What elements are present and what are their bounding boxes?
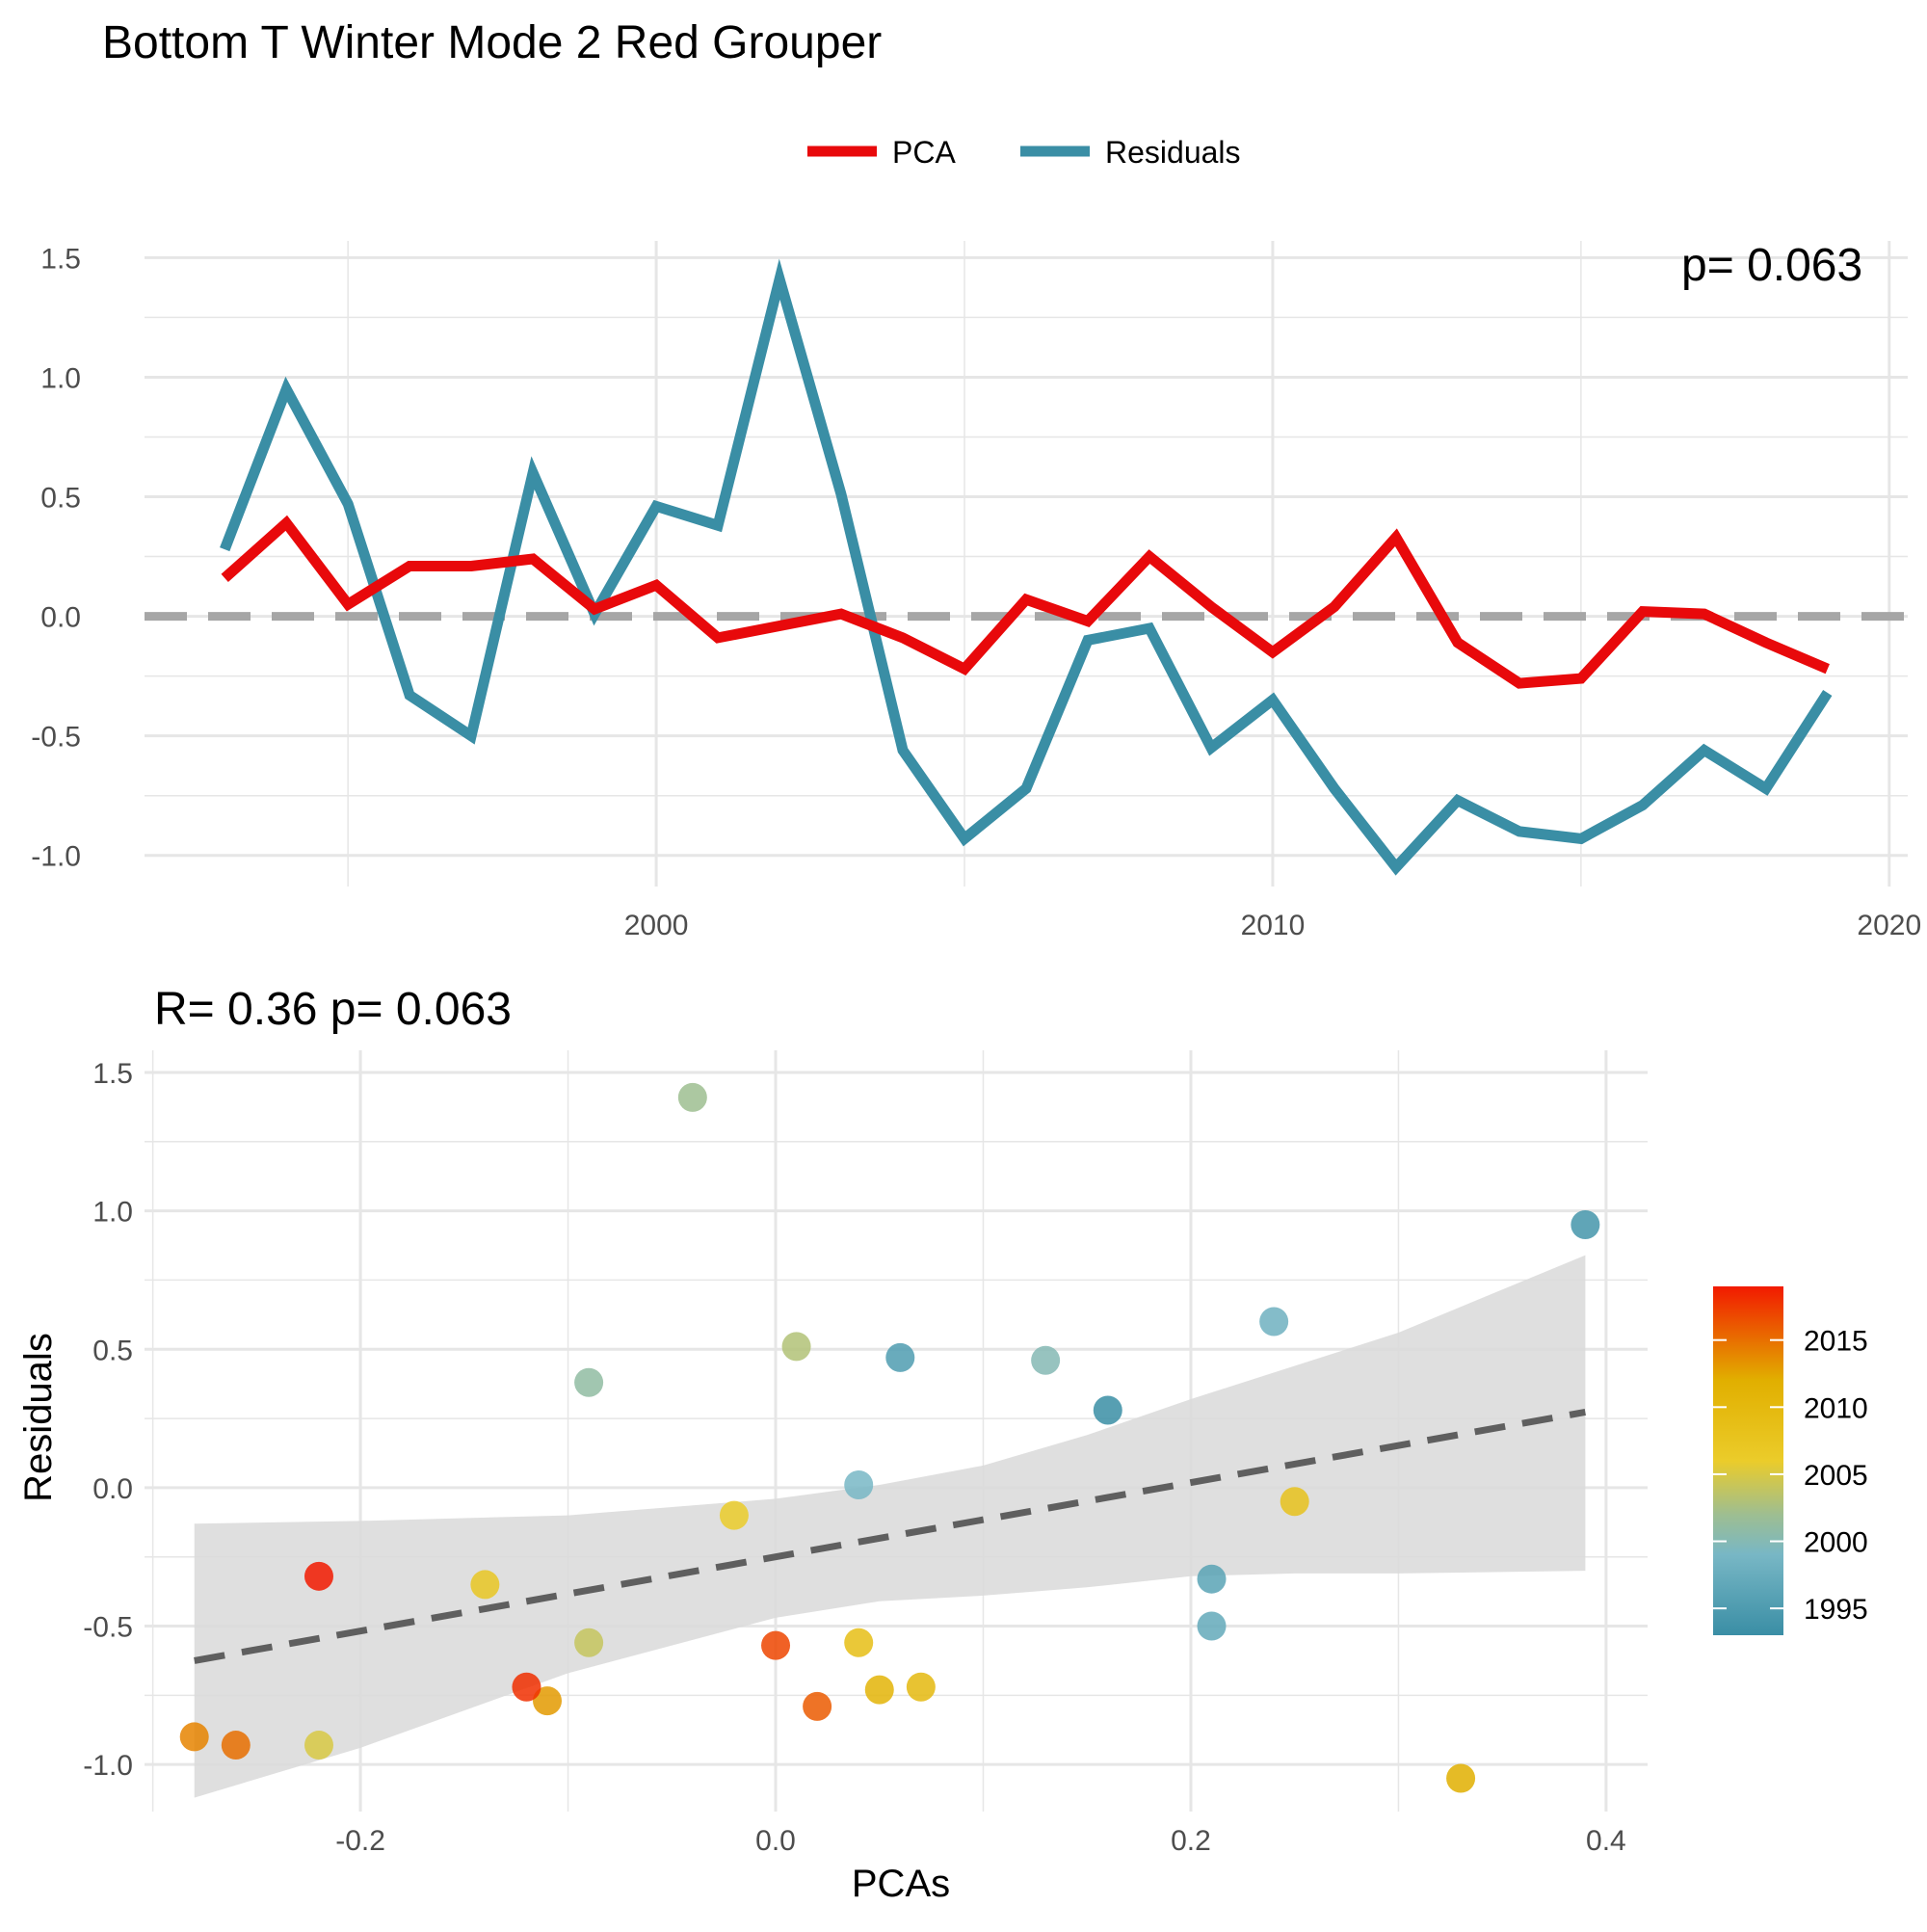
scatter-point-1998 xyxy=(1259,1307,1289,1337)
y-tick-label-0: 1.5 xyxy=(40,243,81,275)
scatter-point-2007 xyxy=(470,1570,500,1600)
legend-label-1: Residuals xyxy=(1105,135,1241,170)
timeseries-lines xyxy=(220,258,1833,876)
colorbar-label-1: 2010 xyxy=(1804,1392,1868,1424)
y-tick-label-0: 1.5 xyxy=(92,1058,133,1090)
x-tick-label-2: 2020 xyxy=(1857,910,1921,941)
y-tick-label-2: 0.5 xyxy=(40,483,81,515)
scatter-point-2017 xyxy=(761,1630,791,1660)
y-axis-label: Residuals xyxy=(17,1333,60,1502)
regression-dashed-line xyxy=(194,1409,1586,1664)
timeseries-tick-labels: 1.5 1.0 0.5 0.0 -0.5 -1.0 2000 2010 2020 xyxy=(31,243,1921,941)
y-tick-label-4: -0.5 xyxy=(83,1612,133,1644)
scatter-point-2019 xyxy=(304,1561,333,1591)
scatter-point-1999 xyxy=(844,1470,874,1500)
scatter-point-2009 xyxy=(844,1628,874,1657)
series-line-pca xyxy=(221,515,1830,689)
x-tick-label-2: 0.2 xyxy=(1171,1825,1211,1857)
clipped-annotation: p= 0.063 xyxy=(1681,240,1862,291)
clipped-pvalue-text: p= 0.063 xyxy=(1681,240,1862,291)
scatter-point-2003 xyxy=(781,1332,811,1362)
y-tick-label-5: -1.0 xyxy=(83,1750,133,1782)
scatter-point-2015 xyxy=(221,1731,251,1760)
scatter-point-1993 xyxy=(1093,1395,1122,1425)
scatter-points xyxy=(179,1082,1600,1793)
scatter-point-2001 xyxy=(574,1367,604,1397)
scatter-point-2000 xyxy=(1031,1345,1061,1375)
scatter-point-1997 xyxy=(1197,1611,1227,1641)
scatter-tick-labels: 1.5 1.0 0.5 0.0 -0.5 -1.0 -0.2 0.0 0.2 0.4 xyxy=(83,1058,1625,1857)
y-tick-label-4: -0.5 xyxy=(31,722,81,754)
scatter-point-2018 xyxy=(512,1672,541,1702)
confidence-band xyxy=(194,1255,1586,1798)
confidence-band-area xyxy=(194,1255,1586,1798)
legend-label-0: PCA xyxy=(892,135,956,170)
x-tick-label-0: 2000 xyxy=(624,910,689,941)
scatter-panel: 1.5 1.0 0.5 0.0 -0.5 -1.0 -0.2 0.0 0.2 0.4 xyxy=(83,1050,1648,1857)
scatter-point-2011 xyxy=(864,1675,894,1705)
x-tick-label-1: 2010 xyxy=(1241,910,1306,941)
colorbar-label-0: 2015 xyxy=(1804,1326,1868,1358)
colorbar-gradient xyxy=(1713,1286,1783,1635)
scatter-point-1996 xyxy=(1197,1564,1227,1594)
x-tick-label-1: 0.0 xyxy=(755,1825,796,1857)
scatter-title: R= 0.36 p= 0.063 xyxy=(154,984,512,1035)
scatter-point-2013 xyxy=(533,1686,563,1716)
scatter-point-2014 xyxy=(179,1722,209,1752)
regression-line xyxy=(194,1409,1586,1664)
legend: PCA Residuals xyxy=(807,135,1241,170)
x-axis-label: PCAs xyxy=(852,1863,950,1905)
colorbar: 2015 2010 2005 2000 1995 xyxy=(1713,1286,1868,1635)
scatter-point-2010 xyxy=(906,1672,936,1702)
colorbar-label-3: 2000 xyxy=(1804,1527,1868,1559)
x-tick-label-0: -0.2 xyxy=(335,1825,385,1857)
scatter-point-2012 xyxy=(1446,1763,1476,1793)
timeseries-grid xyxy=(145,241,1908,887)
scatter-point-2006 xyxy=(719,1500,749,1530)
y-tick-label-1: 1.0 xyxy=(92,1197,133,1229)
y-tick-label-3: 0.0 xyxy=(40,602,81,634)
y-tick-label-5: -1.0 xyxy=(31,841,81,873)
scatter-point-2008 xyxy=(1280,1487,1309,1517)
scatter-point-2002 xyxy=(677,1082,707,1112)
y-tick-label-3: 0.0 xyxy=(92,1473,133,1505)
scatter-point-1994 xyxy=(1571,1209,1600,1239)
colorbar-label-2: 2005 xyxy=(1804,1460,1868,1492)
y-tick-label-1: 1.0 xyxy=(40,362,81,394)
scatter-point-1995 xyxy=(885,1342,915,1372)
series-line-residuals xyxy=(220,258,1833,876)
main-title: Bottom T Winter Mode 2 Red Grouper xyxy=(102,17,882,68)
x-tick-label-3: 0.4 xyxy=(1586,1825,1626,1857)
scatter-point-2005 xyxy=(304,1731,333,1760)
timeseries-panel: 1.5 1.0 0.5 0.0 -0.5 -1.0 2000 2010 2020 p= 0.06… xyxy=(31,240,1921,941)
colorbar-label-4: 1995 xyxy=(1804,1594,1868,1626)
y-tick-label-2: 0.5 xyxy=(92,1335,133,1366)
scatter-point-2016 xyxy=(803,1691,832,1721)
scatter-point-2004 xyxy=(574,1628,604,1657)
